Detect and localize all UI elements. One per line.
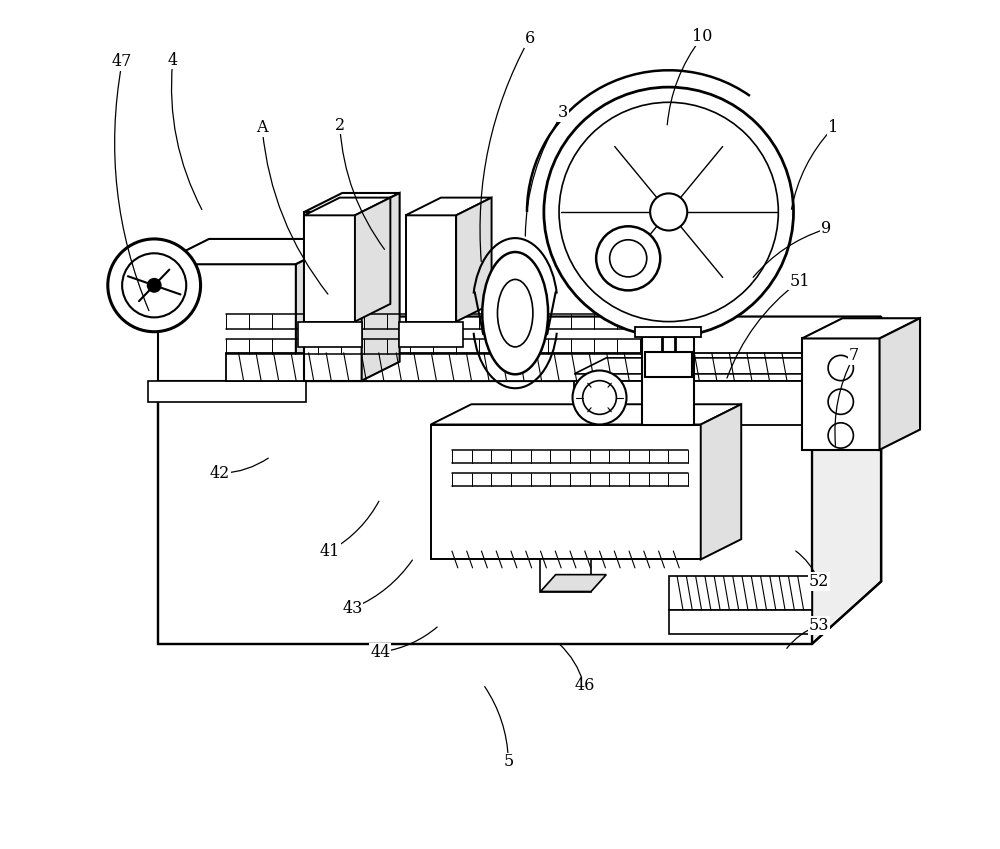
Circle shape <box>544 87 794 337</box>
Text: A: A <box>256 119 268 136</box>
Circle shape <box>108 239 201 332</box>
Text: 51: 51 <box>789 273 810 290</box>
Text: 47: 47 <box>112 53 132 70</box>
Polygon shape <box>642 337 694 424</box>
Polygon shape <box>158 239 346 264</box>
Circle shape <box>147 278 161 292</box>
Polygon shape <box>540 559 591 592</box>
Polygon shape <box>431 424 701 559</box>
Polygon shape <box>304 198 390 216</box>
Circle shape <box>828 423 853 448</box>
Polygon shape <box>406 216 456 322</box>
Text: 44: 44 <box>370 644 390 661</box>
Polygon shape <box>158 380 812 644</box>
Polygon shape <box>540 575 606 592</box>
Polygon shape <box>158 264 296 380</box>
Circle shape <box>828 389 853 414</box>
Polygon shape <box>304 212 362 380</box>
Circle shape <box>559 102 778 322</box>
Text: 52: 52 <box>809 573 829 590</box>
Polygon shape <box>298 322 362 347</box>
Polygon shape <box>304 216 355 322</box>
Polygon shape <box>399 322 463 347</box>
Polygon shape <box>226 353 812 380</box>
Polygon shape <box>574 380 812 424</box>
Polygon shape <box>296 239 346 380</box>
Polygon shape <box>362 193 400 380</box>
Circle shape <box>596 227 660 290</box>
Polygon shape <box>304 193 400 212</box>
Circle shape <box>650 194 687 231</box>
Text: 4: 4 <box>168 52 178 69</box>
Text: 41: 41 <box>319 543 340 559</box>
Polygon shape <box>456 198 492 322</box>
Text: 53: 53 <box>809 616 829 633</box>
Polygon shape <box>669 576 812 610</box>
Text: 5: 5 <box>503 753 514 770</box>
Polygon shape <box>406 198 492 216</box>
Text: 7: 7 <box>849 347 859 364</box>
Circle shape <box>610 239 647 277</box>
Text: 1: 1 <box>828 119 838 136</box>
Circle shape <box>122 253 186 318</box>
Text: 42: 42 <box>210 465 230 482</box>
Polygon shape <box>802 318 920 339</box>
Text: 3: 3 <box>558 104 568 121</box>
Polygon shape <box>701 404 741 559</box>
Polygon shape <box>812 317 881 644</box>
Polygon shape <box>880 318 920 450</box>
Polygon shape <box>574 358 844 374</box>
Circle shape <box>573 370 627 424</box>
Text: 2: 2 <box>335 116 345 133</box>
Polygon shape <box>669 610 812 633</box>
Circle shape <box>828 356 853 380</box>
Circle shape <box>583 380 616 414</box>
Polygon shape <box>645 352 692 377</box>
Polygon shape <box>148 380 306 402</box>
Text: 43: 43 <box>342 600 363 617</box>
Polygon shape <box>355 198 390 322</box>
Ellipse shape <box>482 252 548 374</box>
Polygon shape <box>431 404 741 424</box>
Text: 6: 6 <box>524 30 535 47</box>
Text: 10: 10 <box>692 28 713 45</box>
Polygon shape <box>158 317 881 380</box>
Polygon shape <box>635 327 701 337</box>
Ellipse shape <box>497 279 533 347</box>
Polygon shape <box>802 339 880 450</box>
Text: 46: 46 <box>574 678 595 694</box>
Text: 9: 9 <box>821 221 832 238</box>
